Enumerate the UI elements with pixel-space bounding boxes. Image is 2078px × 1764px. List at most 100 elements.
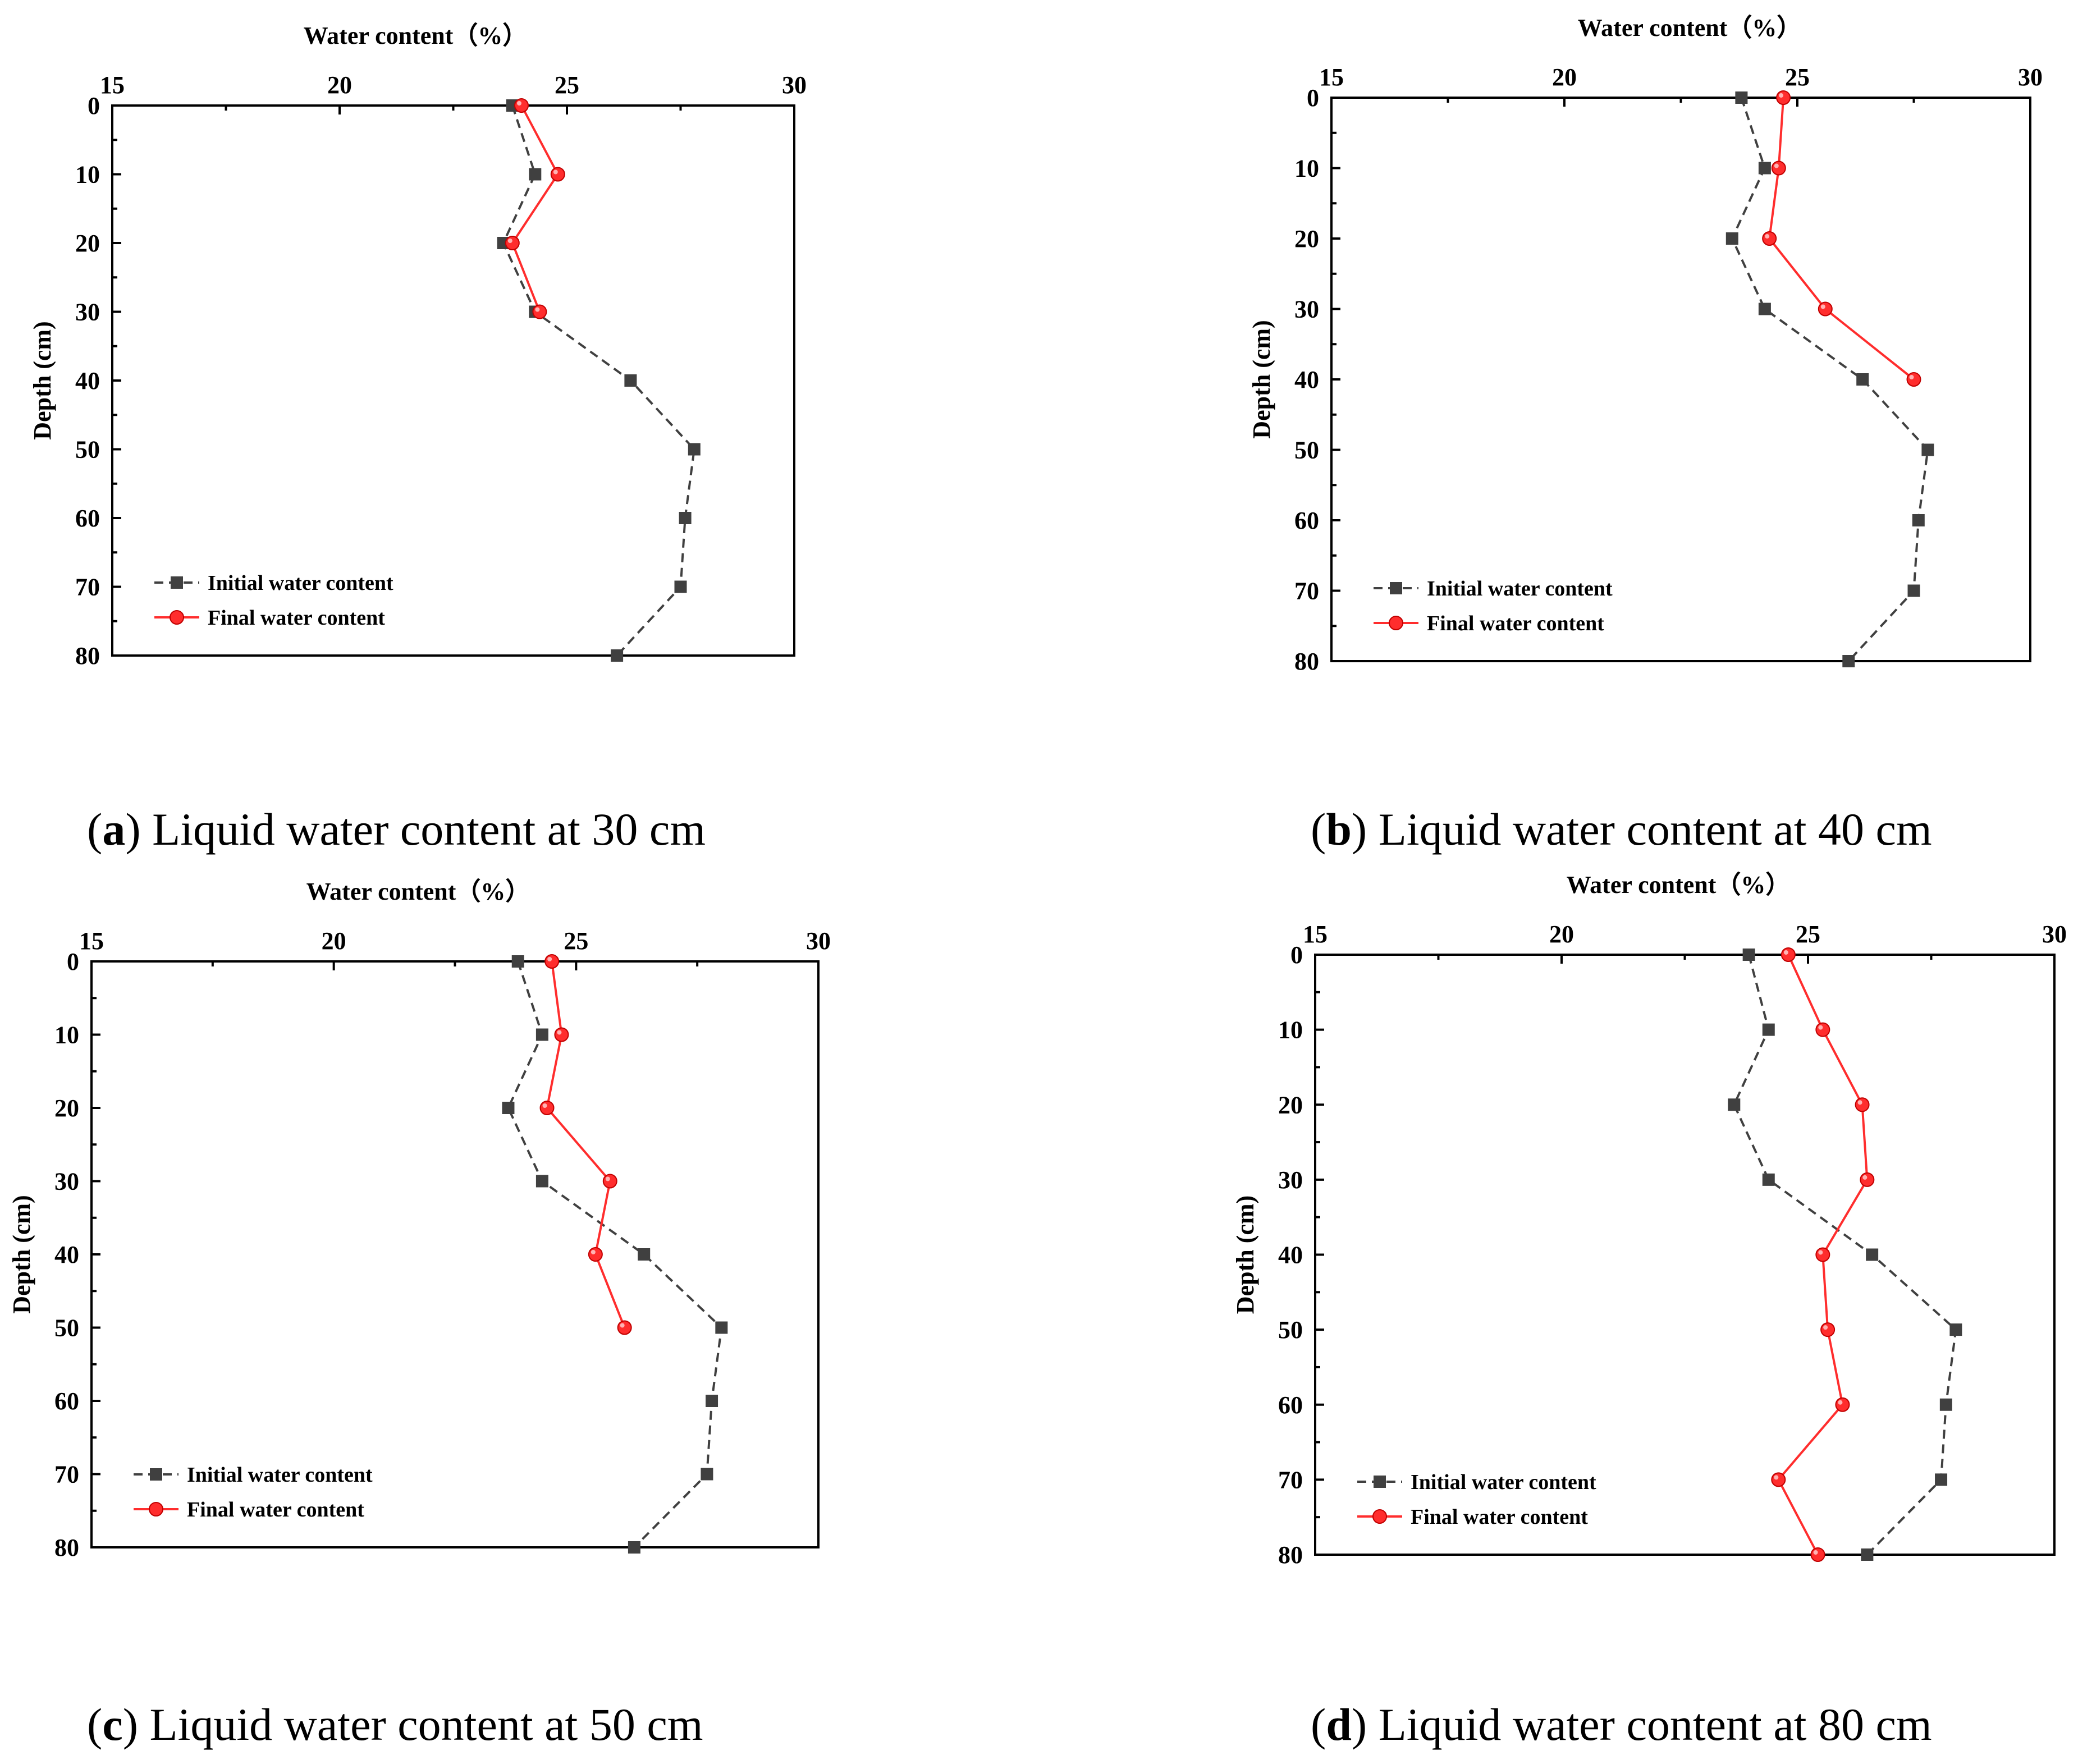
x-axis-title: Water content（%） (306, 878, 530, 905)
y-tick-label: 50 (75, 436, 100, 464)
data-point-initial (706, 1395, 718, 1407)
data-point-highlight (553, 169, 558, 175)
legend-label: Initial water content (187, 1463, 373, 1487)
data-point-highlight (1820, 304, 1825, 309)
caption-letter: d (1326, 1699, 1352, 1750)
data-point-final (1776, 90, 1791, 105)
x-tick-label: 30 (2018, 63, 2043, 91)
series-line-initial (1731, 97, 1929, 662)
data-point-final (1762, 231, 1777, 246)
data-point-final (1815, 1022, 1830, 1037)
data-point-highlight (1774, 1475, 1779, 1480)
y-axis-title: Depth (cm) (8, 1195, 35, 1313)
plot-frame (90, 960, 820, 1548)
y-tick-label: 30 (75, 299, 100, 326)
y-tick-label: 60 (1294, 507, 1319, 534)
data-point-highlight (535, 307, 540, 312)
data-point-initial (511, 955, 524, 968)
data-point-initial (1762, 1023, 1775, 1036)
series-line-initial (507, 961, 723, 1548)
legend-label: Initial water content (1411, 1470, 1596, 1494)
data-point-initial (1735, 91, 1748, 104)
y-tick-label: 40 (1294, 366, 1319, 393)
y-tick-label: 80 (1294, 648, 1319, 675)
x-tick-label: 30 (782, 71, 807, 99)
series-line-final (546, 961, 626, 1328)
caption-text: Liquid water content at 30 cm (152, 804, 706, 855)
y-tick-label: 20 (54, 1094, 79, 1122)
data-point-highlight (1813, 1550, 1818, 1555)
data-point-initial (624, 374, 637, 387)
x-tick-label: 20 (1549, 920, 1574, 948)
panel-caption: (b) Liquid water content at 40 cm (1311, 804, 1932, 855)
caption-letter: b (1326, 804, 1352, 855)
y-tick-label: 80 (54, 1534, 79, 1561)
data-point-final (554, 1027, 569, 1042)
legend-marker (1389, 616, 1403, 630)
data-point-final (1860, 1172, 1875, 1187)
caption-text: Liquid water content at 40 cm (1379, 804, 1932, 855)
y-tick-label: 10 (1294, 155, 1319, 182)
series-line-initial (1733, 954, 1957, 1556)
legend-marker (1372, 1509, 1387, 1524)
x-tick-label: 15 (1319, 63, 1344, 91)
data-point-initial (1728, 1098, 1741, 1111)
caption-letter: c (102, 1699, 122, 1750)
x-tick-label: 30 (2042, 920, 2067, 948)
x-tick-label: 25 (555, 71, 579, 99)
data-point-final (1815, 1247, 1830, 1262)
data-point-highlight (1783, 950, 1788, 955)
series-line-final (511, 105, 560, 313)
data-point-initial (1758, 303, 1771, 315)
chart-panel-b: 15 20 25 30 0 10 20 30 40 50 60 70 80 Water content（%… (1248, 14, 2043, 855)
data-point-highlight (507, 239, 512, 243)
chart-panel-a: 15 20 25 30 0 10 20 30 40 50 60 70 80 Water content（%… (29, 22, 807, 855)
data-point-final (1781, 947, 1796, 962)
data-point-initial (1907, 584, 1920, 597)
y-tick-label: 0 (1290, 941, 1303, 969)
data-point-highlight (1779, 93, 1784, 98)
y-tick-label: 50 (54, 1314, 79, 1342)
data-point-highlight (1823, 1325, 1828, 1330)
data-point-highlight (547, 957, 552, 961)
data-point-highlight (591, 1250, 596, 1254)
data-point-final (550, 167, 565, 182)
data-point-final (539, 1101, 555, 1115)
caption-text: Liquid water content at 50 cm (150, 1699, 703, 1750)
x-tick-label: 25 (564, 927, 588, 955)
legend-marker (149, 1502, 163, 1516)
data-point-highlight (1857, 1100, 1862, 1105)
data-point-highlight (620, 1323, 625, 1328)
data-point-highlight (1838, 1400, 1843, 1405)
y-axis-title: Depth (cm) (1248, 320, 1275, 438)
y-tick-label: 50 (1278, 1316, 1303, 1344)
data-point-initial (1949, 1323, 1962, 1336)
y-tick-label: 60 (54, 1387, 79, 1415)
y-tick-label: 40 (1278, 1241, 1303, 1269)
data-point-initial (535, 1028, 548, 1041)
x-axis-title: Water content（%） (1578, 14, 1802, 42)
chart-panel-c: 15 20 25 30 0 10 20 30 40 50 60 70 80 Water content（%… (8, 878, 831, 1750)
y-tick-label: 0 (1307, 84, 1319, 112)
x-tick-label: 20 (322, 927, 346, 955)
data-point-initial (1742, 949, 1755, 961)
caption-text: Liquid water content at 80 cm (1379, 1699, 1932, 1750)
data-point-initial (1856, 373, 1869, 386)
data-point-initial (1762, 1173, 1775, 1186)
x-tick-label: 15 (100, 71, 125, 99)
data-point-initial (674, 580, 687, 593)
x-axis-title: Water content（%） (1567, 871, 1791, 899)
y-tick-label: 20 (75, 230, 100, 257)
x-tick-label: 15 (79, 927, 104, 955)
data-point-highlight (1862, 1175, 1868, 1180)
data-point-final (602, 1174, 617, 1189)
data-point-initial (701, 1468, 713, 1481)
data-point-initial (1912, 514, 1925, 526)
y-tick-label: 10 (1278, 1016, 1303, 1044)
chart-panel-d: 15 20 25 30 0 10 20 30 40 50 60 70 80 Water content（%… (1232, 871, 2067, 1750)
legend-label: Final water content (208, 606, 385, 630)
data-point-final (514, 98, 529, 113)
x-tick-label: 25 (1796, 920, 1820, 948)
y-tick-label: 60 (1278, 1391, 1303, 1419)
y-tick-label: 60 (75, 505, 100, 532)
